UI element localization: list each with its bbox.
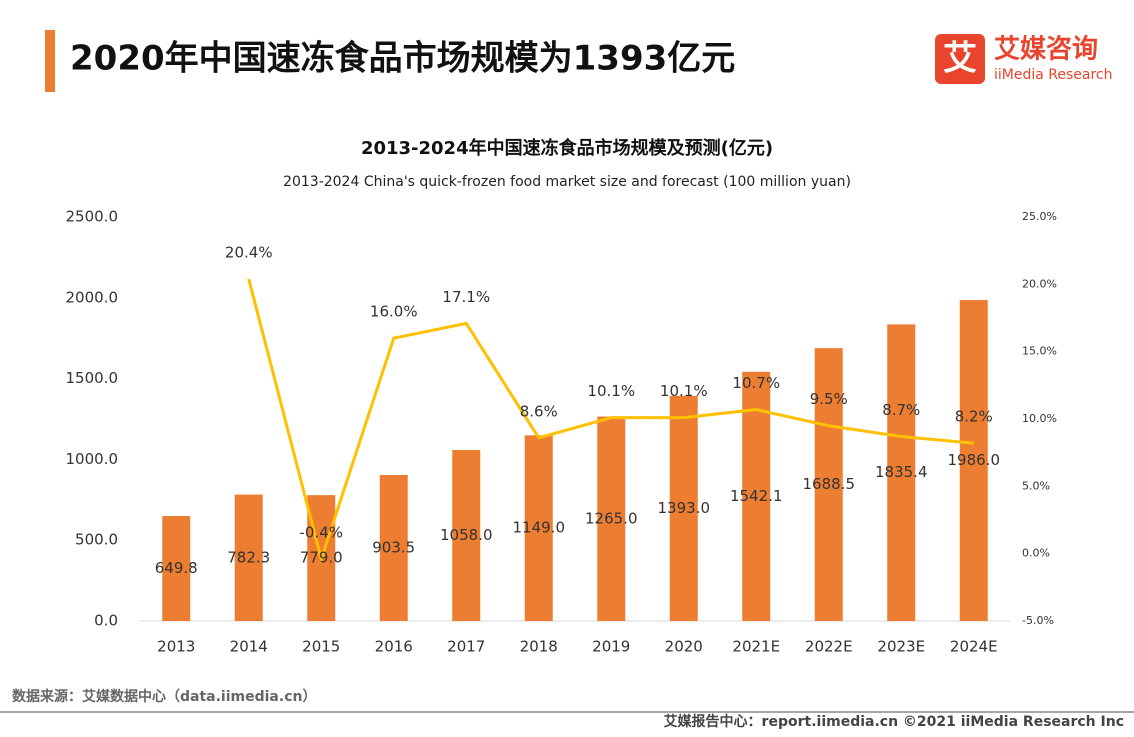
line [247,278,974,565]
y2-tick-label: -5.0% [1022,614,1054,627]
bar [162,515,191,621]
data-label: 779.0 [300,549,343,567]
data-label: 1058.0 [440,526,493,544]
bar [887,324,916,621]
data-label: 782.3 [227,548,270,566]
x-tick-label: 2022E [805,638,853,656]
bar [669,395,698,621]
y-tick-label: 0.0 [94,612,118,630]
x-tick-label: 2024E [950,638,998,656]
chart-subtitle: 2013-2024 China's quick-frozen food mark… [283,174,851,190]
title-accent [45,30,55,92]
data-label: 1393.0 [658,499,711,517]
data-label: 903.5 [372,538,415,556]
chart-title: 2013-2024年中国速冻食品市场规模及预测(亿元) [361,137,773,159]
x-tick-label: 2014 [230,638,268,656]
bar [814,348,843,621]
y2-tick-label: 5.0% [1022,479,1050,492]
bar [234,494,263,621]
x-tick-label: 2017 [447,638,485,656]
data-label: 9.5% [810,390,848,408]
y2-tick-label: 10.0% [1022,412,1057,425]
data-label: 8.2% [955,408,993,426]
x-tick-label: 2016 [375,638,413,656]
y-tick-label: 1000.0 [66,450,119,468]
x-tick-label: 2023E [877,638,925,656]
x-tick-label: 2020 [665,638,703,656]
data-label: 10.1% [587,382,635,400]
x-tick-label: 2018 [520,638,558,656]
y2-tick-label: 0.0% [1022,547,1050,560]
data-label: 10.1% [660,382,708,400]
x-tick-label: 2015 [302,638,340,656]
data-label: 649.8 [155,559,198,577]
x-tick-label: 2019 [592,638,630,656]
bar [379,474,408,621]
data-label: 1149.0 [513,519,566,537]
data-label: 8.7% [882,401,920,419]
y-tick-label: 500.0 [75,531,118,549]
data-label: 1835.4 [875,463,928,481]
y-tick-label: 2500.0 [66,208,119,226]
data-label: 8.6% [520,402,558,420]
data-label: 20.4% [225,243,273,261]
footer-right: 艾媒报告中心：report.iimedia.cn ©2021 iiMedia R… [664,713,1124,730]
data-label: -0.4% [299,524,343,542]
y-tick-label: 2000.0 [66,288,119,306]
page-title: 2020年中国速冻食品市场规模为1393亿元 [70,39,735,79]
bar [597,416,626,621]
data-label: 1265.0 [585,509,638,527]
logo-mark: 艾 [943,39,977,79]
y-tick-label: 1500.0 [66,369,119,387]
data-label: 1688.5 [803,475,856,493]
y2-tick-label: 20.0% [1022,277,1057,290]
logo-name: 艾媒咨询 [994,34,1098,65]
x-tick-label: 2021E [732,638,780,656]
y2-tick-label: 25.0% [1022,210,1057,223]
bar [524,435,553,621]
bar [742,371,771,621]
data-label: 16.0% [370,303,418,321]
data-label: 10.7% [732,374,780,392]
bar [452,450,481,621]
data-label: 1542.1 [730,487,783,505]
data-label: 1986.0 [948,451,1001,469]
bar [959,300,988,621]
x-tick-label: 2013 [157,638,195,656]
source: 数据来源：艾媒数据中心（data.iimedia.cn） [12,688,316,705]
data-label: 17.1% [442,288,490,306]
y2-tick-label: 15.0% [1022,345,1057,358]
logo-sub: iiMedia Research [994,67,1113,83]
logo-box [935,34,985,84]
